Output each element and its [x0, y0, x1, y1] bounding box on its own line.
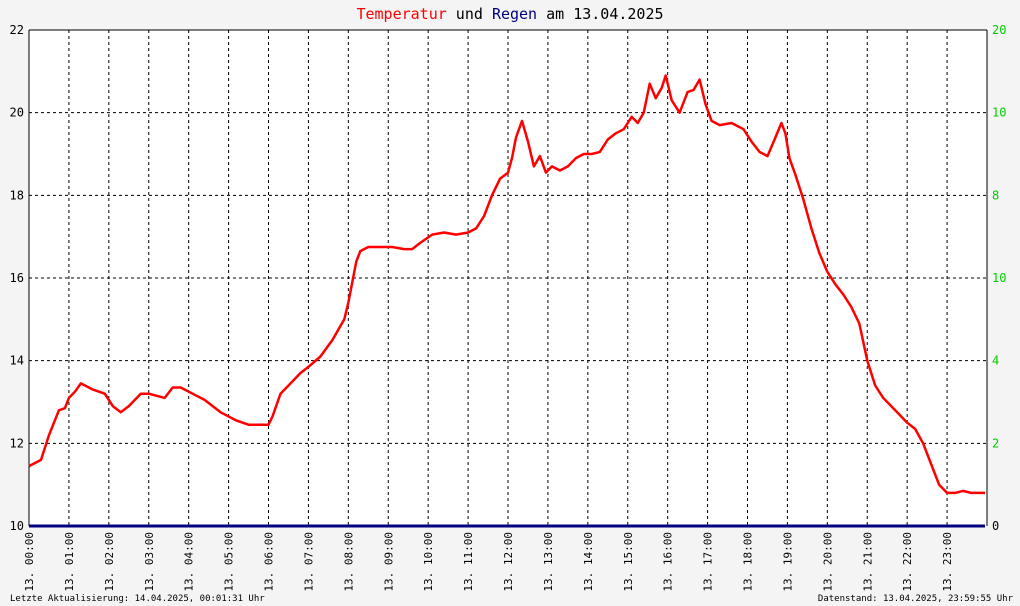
x-tick-label: 13. 07:00 — [302, 532, 315, 592]
y-left-tick-label: 22 — [10, 23, 24, 37]
y-left-tick-label: 16 — [10, 271, 24, 285]
title-rain: Regen — [492, 5, 537, 23]
x-tick-label: 13. 10:00 — [422, 532, 435, 592]
x-tick-label: 13. 17:00 — [702, 532, 715, 592]
footer-last-update: Letzte Aktualisierung: 14.04.2025, 00:01… — [10, 594, 265, 604]
right-y-axis-labels: 0 2 4 10 8 10 20 — [992, 23, 1006, 533]
footer-data-timestamp: Datenstand: 13.04.2025, 23:59:55 Uhr — [818, 594, 1014, 604]
temperature-line — [28, 74, 985, 495]
x-tick-label: 13. 19:00 — [781, 532, 794, 592]
x-tick-label: 13. 01:00 — [63, 532, 76, 592]
x-tick-label: 13. 20:00 — [821, 532, 834, 592]
x-tick-label: 13. 09:00 — [382, 532, 395, 592]
grid-lines — [29, 30, 987, 526]
x-tick-label: 13. 13:00 — [542, 532, 555, 592]
x-tick-label: 13. 06:00 — [263, 532, 276, 592]
x-tick-label: 13. 05:00 — [223, 532, 236, 592]
x-tick-label: 13. 00:00 — [23, 532, 36, 592]
y-left-tick-label: 20 — [10, 106, 24, 120]
x-axis-labels: 13. 00:00 13. 01:00 13. 02:00 13. 03:00 13. … — [23, 532, 954, 592]
x-tick-label: 13. 22:00 — [901, 532, 914, 592]
y-left-tick-label: 10 — [10, 519, 24, 533]
x-tick-label: 13. 04:00 — [183, 532, 196, 592]
chart-title: Temperatur und Regen am 13.04.2025 — [356, 5, 663, 23]
y-right-tick-label: 10 — [992, 271, 1006, 285]
y-right-tick-label: 2 — [992, 436, 999, 450]
y-right-tick-label: 0 — [992, 519, 999, 533]
x-tick-label: 13. 18:00 — [742, 532, 755, 592]
x-tick-label: 13. 12:00 — [502, 532, 515, 592]
y-right-tick-label: 10 — [992, 106, 1006, 120]
x-tick-label: 13. 03:00 — [143, 532, 156, 592]
x-tick-label: 13. 23:00 — [941, 532, 954, 592]
title-and: und — [447, 5, 492, 23]
left-y-axis-labels: 10 12 14 16 18 20 22 — [10, 23, 24, 533]
data-series — [28, 74, 985, 528]
y-left-tick-label: 12 — [10, 436, 24, 450]
title-date: am 13.04.2025 — [537, 5, 663, 23]
x-tick-label: 13. 08:00 — [342, 532, 355, 592]
x-tick-label: 13. 14:00 — [582, 532, 595, 592]
y-left-tick-label: 14 — [10, 354, 24, 368]
x-tick-label: 13. 15:00 — [622, 532, 635, 592]
y-left-tick-label: 18 — [10, 188, 24, 202]
y-right-tick-label: 8 — [992, 188, 999, 202]
title-temperature: Temperatur — [356, 5, 446, 23]
x-tick-label: 13. 11:00 — [462, 532, 475, 592]
y-right-tick-label: 4 — [992, 354, 999, 368]
axes — [28, 29, 988, 526]
x-tick-label: 13. 21:00 — [861, 532, 874, 592]
x-tick-label: 13. 16:00 — [662, 532, 675, 592]
y-right-tick-label: 20 — [992, 23, 1006, 37]
x-tick-label: 13. 02:00 — [103, 532, 116, 592]
